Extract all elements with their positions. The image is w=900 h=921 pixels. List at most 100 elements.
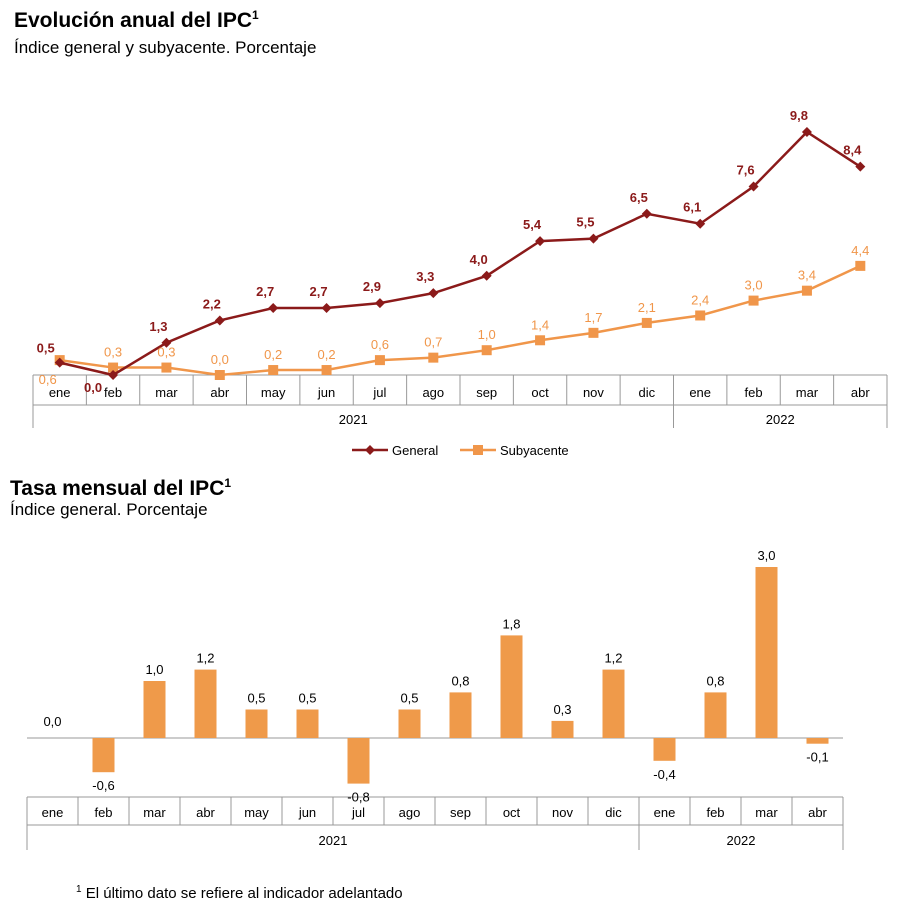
general-point bbox=[748, 181, 759, 192]
x-tick-label: mar bbox=[155, 385, 178, 400]
footnote: 1 El último dato se refiere al indicador… bbox=[76, 884, 403, 902]
x-tick-label: abr bbox=[196, 805, 215, 820]
line-chart: ene feb mar abr may jun jul ago sep oct nov dic ene f… bbox=[32, 108, 888, 458]
bar bbox=[653, 738, 676, 761]
x-tick-label: ene bbox=[654, 805, 676, 820]
general-data-label: 0,0 bbox=[84, 380, 102, 395]
x-tick-label: abr bbox=[851, 385, 870, 400]
subyacente-point bbox=[268, 365, 279, 376]
general-point bbox=[374, 298, 385, 309]
x-tick-label: jul bbox=[372, 385, 386, 400]
subyacente-data-label: 0,6 bbox=[371, 337, 389, 352]
bar-data-label: -0,6 bbox=[92, 778, 114, 793]
x-tick-label: feb bbox=[706, 805, 724, 820]
legend-general-label: General bbox=[392, 443, 438, 458]
general-point bbox=[535, 236, 546, 247]
x-tick-label: nov bbox=[583, 385, 604, 400]
general-data-label: 8,4 bbox=[843, 143, 862, 158]
general-point bbox=[214, 315, 225, 326]
bar bbox=[704, 692, 727, 738]
x-tick-label: ene bbox=[42, 805, 64, 820]
general-point bbox=[588, 233, 599, 244]
x-tick-label: may bbox=[244, 805, 269, 820]
legend-subyacente-label: Subyacente bbox=[500, 443, 569, 458]
x-tick-label: ene bbox=[49, 385, 71, 400]
bar bbox=[551, 720, 574, 738]
subyacente-point bbox=[801, 285, 812, 296]
subyacente-point bbox=[588, 327, 599, 338]
subyacente-data-label: 0,2 bbox=[264, 347, 282, 362]
subyacente-data-label: 2,1 bbox=[638, 300, 656, 315]
x-tick-label: ago bbox=[422, 385, 444, 400]
x-tick-label: mar bbox=[755, 805, 778, 820]
subyacente-point bbox=[641, 317, 652, 328]
year-label: 2021 bbox=[339, 412, 368, 427]
x-tick-label: abr bbox=[210, 385, 229, 400]
general-data-label: 2,9 bbox=[363, 279, 381, 294]
general-data-label: 5,5 bbox=[576, 215, 594, 230]
bar-data-label: 0,5 bbox=[247, 691, 265, 706]
subyacente-data-label: 0,3 bbox=[104, 345, 122, 360]
x-tick-label: sep bbox=[476, 385, 497, 400]
subyacente-data-label: 3,0 bbox=[745, 278, 763, 293]
x-tick-label: sep bbox=[450, 805, 471, 820]
general-data-label: 2,7 bbox=[256, 284, 274, 299]
bar bbox=[755, 567, 778, 738]
x-tick-label: dic bbox=[639, 385, 656, 400]
general-data-label: 0,5 bbox=[37, 341, 55, 356]
general-data-label: 5,4 bbox=[523, 217, 542, 232]
subyacente-point bbox=[108, 362, 119, 373]
bar bbox=[245, 709, 268, 738]
general-point bbox=[695, 218, 706, 229]
bar-data-label: 1,0 bbox=[145, 662, 163, 677]
x-tick-label: oct bbox=[531, 385, 549, 400]
x-tick-label: jun bbox=[298, 805, 316, 820]
general-point bbox=[321, 303, 332, 314]
subyacente-data-label: 0,3 bbox=[157, 345, 175, 360]
general-data-label: 1,3 bbox=[149, 319, 167, 334]
x-tick-label: jun bbox=[317, 385, 335, 400]
subyacente-data-label: 0,6 bbox=[39, 372, 57, 387]
bar-data-label: 0,8 bbox=[706, 673, 724, 688]
bar-data-label: -0,8 bbox=[347, 790, 369, 805]
general-data-label: 3,3 bbox=[416, 269, 434, 284]
bar-chart-title: Tasa mensual del IPC1 bbox=[10, 476, 232, 500]
x-tick-label: oct bbox=[503, 805, 521, 820]
bar-data-label: 1,2 bbox=[604, 651, 622, 666]
bar-data-label: 1,2 bbox=[196, 651, 214, 666]
x-tick-label: mar bbox=[143, 805, 166, 820]
general-data-label: 6,1 bbox=[683, 200, 701, 215]
subyacente-data-label: 1,0 bbox=[478, 327, 496, 342]
general-point bbox=[855, 161, 866, 172]
bar-data-label: -0,4 bbox=[653, 767, 675, 782]
subyacente-point bbox=[161, 362, 172, 373]
general-data-label: 2,7 bbox=[310, 284, 328, 299]
x-tick-label: mar bbox=[796, 385, 819, 400]
line-chart-title: Evolución anual del IPC1 bbox=[14, 8, 259, 32]
bar-data-label: 3,0 bbox=[757, 548, 775, 563]
x-tick-label: jul bbox=[351, 805, 365, 820]
subyacente-data-label: 0,7 bbox=[424, 335, 442, 350]
bar bbox=[347, 738, 370, 784]
general-point bbox=[641, 208, 652, 219]
general-point bbox=[54, 357, 65, 368]
subyacente-point bbox=[481, 345, 492, 356]
general-point bbox=[428, 288, 439, 299]
bar bbox=[449, 692, 472, 738]
bar-data-label: 0,5 bbox=[298, 691, 316, 706]
x-tick-label: dic bbox=[605, 805, 622, 820]
year-label: 2022 bbox=[766, 412, 795, 427]
legend-subyacente-marker bbox=[473, 445, 483, 455]
x-tick-label: ago bbox=[399, 805, 421, 820]
legend-general-marker bbox=[365, 445, 375, 455]
subyacente-data-label: 0,2 bbox=[318, 347, 336, 362]
general-data-label: 2,2 bbox=[203, 296, 221, 311]
bar-chart: 0,0 -0,6 1,0 1,2 0,5 0,5 -0,8 0,5 0,8 1,8 0,3 1,2 -0… bbox=[26, 548, 844, 850]
x-tick-label: nov bbox=[552, 805, 573, 820]
subyacente-point bbox=[374, 355, 385, 366]
bar bbox=[296, 709, 319, 738]
general-point bbox=[801, 126, 812, 137]
bar bbox=[806, 738, 829, 744]
subyacente-data-label: 0,0 bbox=[211, 352, 229, 367]
bar bbox=[602, 669, 625, 738]
